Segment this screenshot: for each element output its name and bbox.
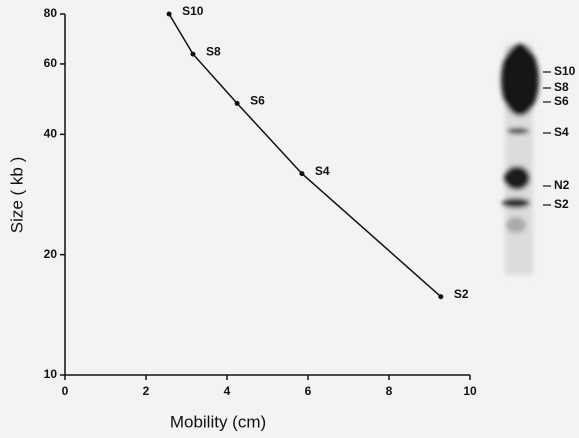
data-point — [235, 101, 240, 106]
gel-label: N2 — [554, 178, 570, 192]
y-tick-label: 80 — [44, 6, 58, 20]
x-tick-label: 0 — [62, 384, 69, 398]
y-tick-label: 40 — [44, 127, 58, 141]
x-tick-label: 6 — [305, 384, 312, 398]
y-axis-label: Size ( kb ) — [7, 157, 26, 234]
point-label: S6 — [250, 94, 265, 108]
gel-image — [501, 44, 539, 275]
point-label: S2 — [454, 287, 469, 301]
data-point — [438, 294, 443, 299]
gel-label: S8 — [554, 80, 569, 94]
x-tick-label: 8 — [386, 384, 393, 398]
x-axis-label: Mobility (cm) — [170, 412, 266, 431]
data-point — [190, 52, 195, 57]
gel-label: S10 — [554, 64, 576, 78]
data-point — [299, 171, 304, 176]
gel-label: S6 — [554, 94, 569, 108]
figure: Mobility (cm) Size ( kb ) 10 20 40 60 80 0 2 4 6… — [0, 0, 579, 438]
x-tick-label: 2 — [143, 384, 150, 398]
data-point — [167, 12, 172, 17]
point-label: S8 — [206, 44, 221, 58]
point-label: S10 — [182, 4, 204, 18]
point-label: S4 — [315, 164, 330, 178]
x-tick-label: 10 — [463, 384, 477, 398]
y-tick-label: 10 — [44, 367, 58, 381]
x-tick-label: 4 — [224, 384, 231, 398]
gel-label: S2 — [554, 197, 569, 211]
gel-label: S4 — [554, 125, 569, 139]
y-tick-label: 20 — [44, 247, 58, 261]
y-tick-label: 60 — [44, 56, 58, 70]
